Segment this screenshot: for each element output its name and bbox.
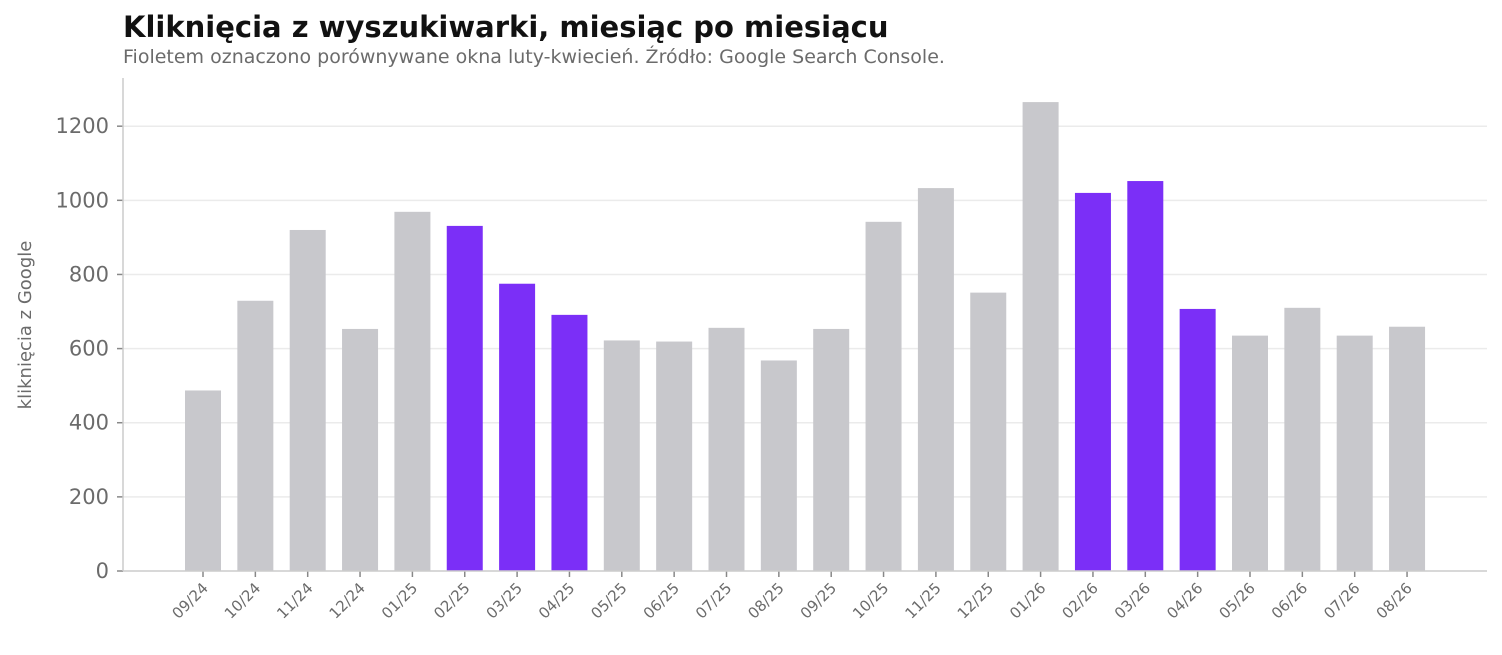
x-tick-label: 10/24 bbox=[221, 579, 264, 622]
bar-11-25 bbox=[917, 188, 954, 571]
y-tick-label: 600 bbox=[69, 337, 109, 361]
bar-07-26 bbox=[1336, 335, 1373, 571]
x-tick-label: 11/25 bbox=[901, 579, 944, 622]
y-tick-label: 800 bbox=[69, 262, 109, 286]
x-tick-label: 08/26 bbox=[1373, 579, 1416, 622]
axes bbox=[117, 78, 1487, 577]
y-tick-labels: 0 200 400 600 800 1000 1200 bbox=[56, 114, 109, 583]
x-tick-label: 01/26 bbox=[1006, 579, 1049, 622]
x-tick-label: 09/25 bbox=[797, 579, 840, 622]
x-tick-label: 08/25 bbox=[744, 579, 787, 622]
x-tick-label: 03/26 bbox=[1111, 579, 1154, 622]
x-tick-label: 10/25 bbox=[849, 579, 892, 622]
bar-06-26 bbox=[1284, 307, 1321, 571]
bar-05-26 bbox=[1232, 335, 1268, 571]
bar-12-24 bbox=[342, 328, 379, 571]
x-tick-label: 04/26 bbox=[1163, 579, 1206, 622]
x-tick-label: 05/26 bbox=[1216, 579, 1259, 622]
bar-01-25 bbox=[394, 211, 431, 572]
x-tick-labels: 09/24 10/24 11/24 12/24 01/25 02/25 03/25 04/25… bbox=[169, 579, 1416, 622]
bar-11-24 bbox=[289, 229, 326, 571]
x-tick-label: 01/25 bbox=[378, 579, 421, 622]
chart-subtitle: Fioletem oznaczono porównywane okna luty… bbox=[123, 46, 945, 68]
x-tick-label: 12/24 bbox=[326, 579, 369, 622]
x-tick-label: 06/26 bbox=[1268, 579, 1311, 622]
y-tick-label: 1000 bbox=[56, 188, 109, 212]
bar-09-25 bbox=[813, 328, 850, 571]
y-tick-label: 400 bbox=[69, 411, 109, 435]
x-tick-label: 12/25 bbox=[954, 579, 997, 622]
bar-05-25 bbox=[603, 340, 640, 571]
x-tick-label: 05/25 bbox=[587, 579, 630, 622]
x-tick-label: 07/26 bbox=[1320, 579, 1363, 622]
bar-10-25 bbox=[865, 221, 902, 571]
x-tick-label: 04/25 bbox=[535, 579, 578, 622]
x-tick-label: 02/25 bbox=[430, 579, 473, 622]
x-tick-label: 02/26 bbox=[1058, 579, 1101, 622]
y-axis-label: kliknięcia z Google bbox=[15, 241, 36, 410]
bar-12-25 bbox=[970, 292, 1007, 571]
bar-09-24 bbox=[185, 390, 221, 571]
bar-10-24 bbox=[237, 300, 274, 571]
bar-01-26 bbox=[1022, 102, 1059, 571]
bar-08-25 bbox=[760, 360, 797, 571]
x-tick-label: 11/24 bbox=[273, 579, 316, 622]
x-tick-label: 07/25 bbox=[692, 579, 735, 622]
bar-02-26 bbox=[1074, 192, 1111, 571]
y-tick-label: 1200 bbox=[56, 114, 109, 138]
bars bbox=[185, 102, 1426, 572]
y-tick-label: 0 bbox=[96, 559, 109, 583]
bar-03-26 bbox=[1127, 181, 1164, 571]
chart-title: Kliknięcia z wyszukiwarki, miesiąc po mi… bbox=[123, 10, 889, 44]
bar-04-26 bbox=[1179, 308, 1216, 571]
bar-07-25 bbox=[708, 327, 745, 571]
x-tick-label: 09/24 bbox=[169, 579, 212, 622]
bar-06-25 bbox=[656, 341, 693, 571]
grid-lines bbox=[123, 125, 1487, 498]
x-tick-label: 06/25 bbox=[640, 579, 683, 622]
bar-03-25 bbox=[499, 283, 536, 571]
bar-02-25 bbox=[446, 225, 483, 571]
bar-04-25 bbox=[551, 314, 588, 571]
x-tick-label: 03/25 bbox=[483, 579, 526, 622]
y-tick-label: 200 bbox=[69, 485, 109, 509]
bar-08-26 bbox=[1389, 326, 1426, 571]
